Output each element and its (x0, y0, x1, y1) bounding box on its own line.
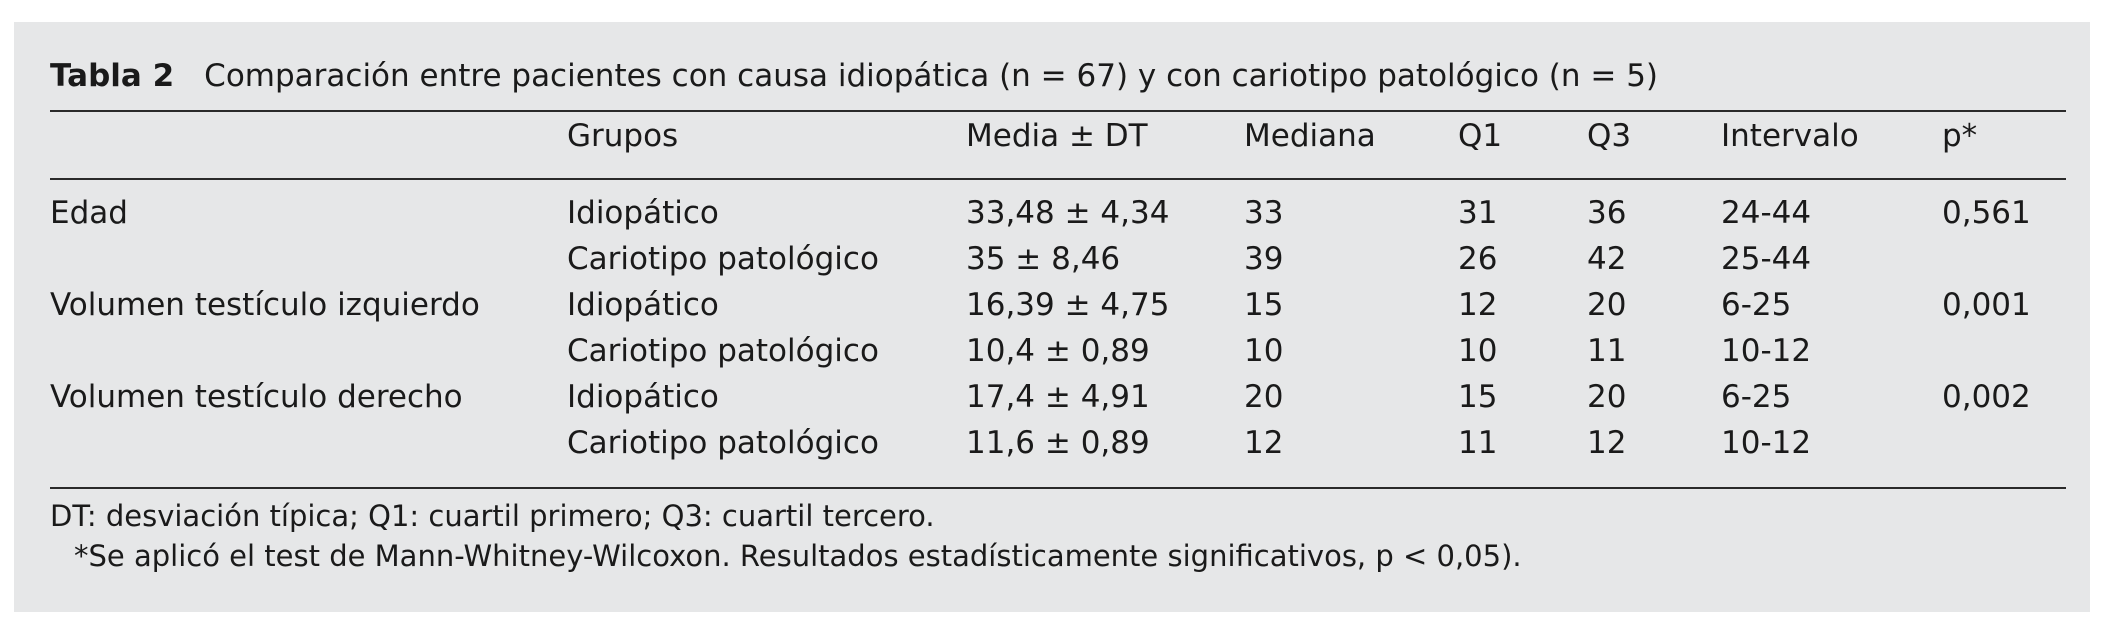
row-media: 17,4 ± 4,91 (966, 379, 1150, 415)
row-q3: 20 (1587, 379, 1627, 415)
row-q1: 15 (1458, 379, 1498, 415)
footnote-test: *Se aplicó el test de Mann-Whitney-Wilco… (74, 539, 1522, 573)
header-rule (50, 178, 2066, 180)
row-mediana: 10 (1244, 333, 1284, 369)
row-q1: 26 (1458, 241, 1498, 277)
row-q1: 10 (1458, 333, 1498, 369)
row-p: 0,561 (1942, 195, 2031, 231)
row-media: 10,4 ± 0,89 (966, 333, 1150, 369)
row-q3: 11 (1587, 333, 1627, 369)
row-q1: 31 (1458, 195, 1498, 231)
row-intervalo: 10-12 (1721, 333, 1812, 369)
row-mediana: 12 (1244, 425, 1284, 461)
row-grupo: Cariotipo patológico (567, 333, 879, 369)
row-intervalo: 6-25 (1721, 379, 1792, 415)
row-q3: 12 (1587, 425, 1627, 461)
header-intervalo: Intervalo (1721, 118, 1859, 154)
row-mediana: 39 (1244, 241, 1284, 277)
header-p: p* (1942, 118, 1978, 154)
row-media: 16,39 ± 4,75 (966, 287, 1170, 323)
row-q1: 12 (1458, 287, 1498, 323)
header-media: Media ± DT (966, 118, 1148, 154)
table-caption: Tabla 2 Comparación entre pacientes con c… (50, 56, 1658, 96)
row-p: 0,002 (1942, 379, 2031, 415)
row-mediana: 33 (1244, 195, 1284, 231)
table-label: Tabla 2 (50, 58, 175, 94)
top-rule (50, 110, 2066, 112)
row-grupo: Cariotipo patológico (567, 425, 879, 461)
footnote-abbreviations: DT: desviación típica; Q1: cuartil prime… (50, 499, 935, 533)
row-intervalo: 24-44 (1721, 195, 1812, 231)
row-grupo: Idiopático (567, 195, 719, 231)
header-grupos: Grupos (567, 118, 679, 154)
row-grupo: Idiopático (567, 379, 719, 415)
row-variable: Volumen testículo izquierdo (50, 287, 480, 323)
bottom-rule (50, 487, 2066, 489)
row-media: 35 ± 8,46 (966, 241, 1121, 277)
table-title: Comparación entre pacientes con causa id… (204, 58, 1659, 94)
row-grupo: Cariotipo patológico (567, 241, 879, 277)
row-variable: Edad (50, 195, 128, 231)
row-mediana: 15 (1244, 287, 1284, 323)
row-media: 33,48 ± 4,34 (966, 195, 1170, 231)
row-media: 11,6 ± 0,89 (966, 425, 1150, 461)
header-mediana: Mediana (1244, 118, 1376, 154)
row-p: 0,001 (1942, 287, 2031, 323)
table-panel: Tabla 2 Comparación entre pacientes con c… (14, 22, 2090, 612)
row-q1: 11 (1458, 425, 1498, 461)
row-intervalo: 6-25 (1721, 287, 1792, 323)
row-mediana: 20 (1244, 379, 1284, 415)
row-variable: Volumen testículo derecho (50, 379, 463, 415)
row-intervalo: 25-44 (1721, 241, 1812, 277)
row-grupo: Idiopático (567, 287, 719, 323)
header-q1: Q1 (1458, 118, 1503, 154)
row-q3: 42 (1587, 241, 1627, 277)
row-q3: 20 (1587, 287, 1627, 323)
row-q3: 36 (1587, 195, 1627, 231)
row-intervalo: 10-12 (1721, 425, 1812, 461)
header-q3: Q3 (1587, 118, 1632, 154)
